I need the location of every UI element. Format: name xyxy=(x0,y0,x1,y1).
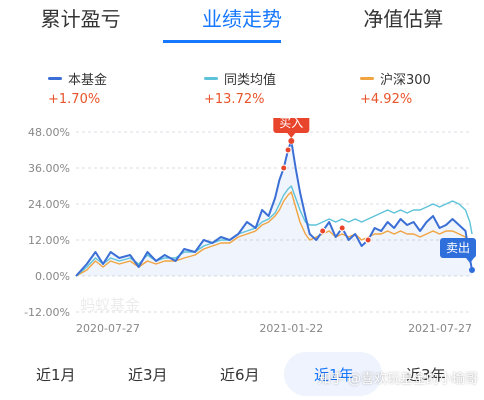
sell-point xyxy=(469,267,475,273)
buy-point xyxy=(288,138,295,144)
buy-marker-box xyxy=(273,113,310,133)
legend-item-csi300: 沪深300 +4.92% xyxy=(360,68,431,107)
period-1y[interactable]: 近1年 xyxy=(314,366,354,384)
tab-bar: 累计盈亏 业绩走势 净值估算 xyxy=(0,0,484,44)
period-3y[interactable]: 近3年 xyxy=(406,366,446,384)
period-6m[interactable]: 近6月 xyxy=(220,366,260,384)
active-period-pill xyxy=(284,352,382,396)
x-tick-label: 2021-07-27 xyxy=(408,322,472,335)
period-3m[interactable]: 近3月 xyxy=(128,366,168,384)
y-tick-label: 12.00% xyxy=(28,234,70,247)
tab-cumulative-pnl[interactable]: 累计盈亏 xyxy=(40,7,121,31)
y-tick-label: 36.00% xyxy=(28,162,70,175)
series-line-2 xyxy=(75,191,473,277)
period-selector: 近1月 近3月 近6月 近1年 近3年 xyxy=(0,356,484,396)
trade-dot xyxy=(319,227,327,235)
legend-item-peer-average: 同类均值 +13.72% xyxy=(204,68,276,107)
y-tick-label: 24.00% xyxy=(28,198,70,211)
y-tick-label: 0.00% xyxy=(35,270,70,283)
y-tick-label: -12.00% xyxy=(24,306,70,319)
chart-legend: 本基金 +1.70% 同类均值 +13.72% 沪深300 +4.92% xyxy=(0,68,484,112)
legend-line-peer-average xyxy=(204,76,218,80)
tab-performance-trend[interactable]: 业绩走势 xyxy=(201,7,282,31)
legend-value-csi300: +4.92% xyxy=(360,92,413,107)
legend-item-fund: 本基金 +1.70% xyxy=(48,68,107,107)
x-tick-label: 2020-07-27 xyxy=(76,322,140,335)
sell-marker-pointer xyxy=(466,258,474,263)
buy-marker-label: 买入 xyxy=(279,118,303,130)
legend-label-peer-average: 同类均值 xyxy=(224,72,277,88)
x-tick-label: 2021-01-22 xyxy=(259,322,323,335)
trade-dot xyxy=(280,164,288,172)
legend-label-fund: 本基金 xyxy=(68,72,108,88)
legend-value-fund: +1.70% xyxy=(48,92,101,107)
period-1m[interactable]: 近1月 xyxy=(36,366,76,384)
performance-chart[interactable]: 48.00% 36.00% 24.00% 12.00% 0.00% -12.00% 2020… xyxy=(0,113,484,348)
tab-nav-estimate[interactable]: 净值估算 xyxy=(363,7,444,31)
legend-line-fund xyxy=(48,76,62,80)
legend-line-csi300 xyxy=(360,76,374,80)
trade-dot xyxy=(338,224,346,232)
zhihu-watermark: 知乎 @喜欢玩基金的小瑜哥 xyxy=(317,372,478,387)
y-tick-label: 48.00% xyxy=(28,126,70,139)
series-line-0 xyxy=(75,140,473,277)
trade-dot xyxy=(284,146,292,154)
sell-marker-box xyxy=(440,238,476,258)
legend-label-csi300: 沪深300 xyxy=(380,72,431,88)
chart-watermark: 蚂蚁基金 xyxy=(80,296,140,314)
sell-marker-label: 卖出 xyxy=(446,241,470,255)
active-tab-indicator xyxy=(163,40,281,43)
trade-dot xyxy=(364,236,372,244)
legend-value-peer-average: +13.72% xyxy=(204,92,265,107)
chart-svg: 48.00% 36.00% 24.00% 12.00% 0.00% -12.00% 2020… xyxy=(24,113,476,335)
series-line-1 xyxy=(75,185,473,277)
buy-marker-pointer xyxy=(287,133,296,138)
fund-area xyxy=(76,141,472,276)
